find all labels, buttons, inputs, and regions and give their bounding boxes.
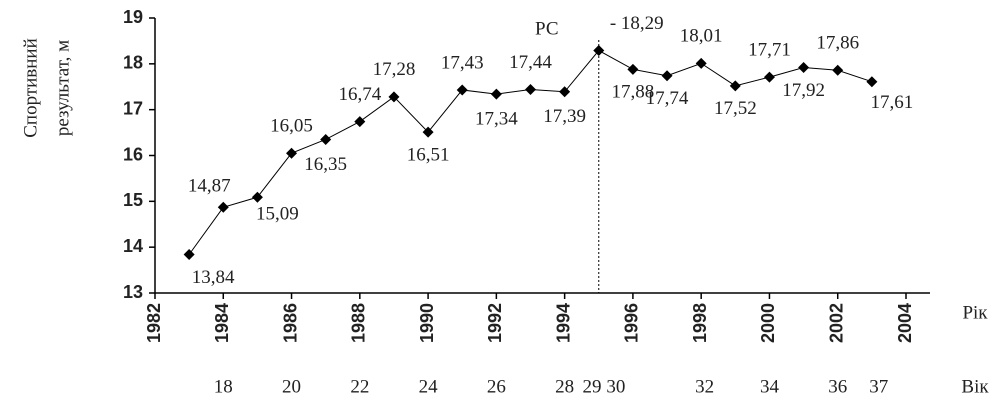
data-label: 17,43 xyxy=(441,52,484,73)
data-label: 17,61 xyxy=(870,92,913,113)
marker xyxy=(183,249,195,260)
age-tick-label: 32 xyxy=(695,376,714,397)
marker xyxy=(320,133,332,145)
y-tick-label: 19 xyxy=(123,7,143,27)
marker xyxy=(661,70,673,82)
x-tick-label: 2002 xyxy=(826,303,846,343)
data-label: 17,52 xyxy=(714,98,757,119)
x-axis-label: Рік xyxy=(962,302,988,323)
age-tick-label: 26 xyxy=(487,376,506,397)
age-tick-label: 24 xyxy=(419,376,439,397)
data-label: - 18,29 xyxy=(610,13,664,34)
x-tick-label: 2004 xyxy=(895,303,915,343)
data-label: 17,71 xyxy=(748,39,791,60)
data-label: 16,35 xyxy=(304,154,347,175)
y-tick-label: 18 xyxy=(123,53,143,73)
marker xyxy=(729,80,741,92)
marker xyxy=(286,147,298,159)
data-label: 16,51 xyxy=(407,144,450,165)
age-tick-label: 36 xyxy=(828,376,847,397)
age-tick-label: 22 xyxy=(350,376,369,397)
x-tick-label: 1984 xyxy=(212,303,232,343)
y-tick-label: 15 xyxy=(123,190,143,210)
x-tick-label: 1998 xyxy=(690,303,710,343)
age-tick-label: 20 xyxy=(282,376,301,397)
x-tick-label: 1992 xyxy=(485,303,505,343)
age-tick-label: 30 xyxy=(606,376,625,397)
y-axis-label: результат, м xyxy=(52,40,73,136)
data-label: 18,01 xyxy=(680,26,723,47)
marker xyxy=(251,191,263,203)
y-tick-label: 13 xyxy=(123,282,143,302)
data-label: 17,74 xyxy=(646,88,689,109)
marker xyxy=(695,57,707,69)
annotation: РС xyxy=(535,18,558,39)
marker xyxy=(354,116,366,128)
marker xyxy=(217,201,229,213)
x-tick-label: 1990 xyxy=(417,303,437,343)
y-axis-label: Спортивний xyxy=(20,38,41,138)
marker xyxy=(866,76,878,88)
data-label: 16,74 xyxy=(338,84,381,105)
age-tick-label: 29 xyxy=(582,376,601,397)
data-label: 14,87 xyxy=(188,176,231,197)
data-label: 17,92 xyxy=(782,80,825,101)
data-label: 17,86 xyxy=(816,33,859,54)
x-tick-label: 1994 xyxy=(553,303,573,343)
y-tick-label: 16 xyxy=(123,144,143,164)
age-tick-label: 18 xyxy=(214,376,233,397)
marker xyxy=(525,84,536,95)
x-tick-label: 2000 xyxy=(758,303,778,343)
data-label: 13,84 xyxy=(192,267,235,288)
marker xyxy=(763,71,775,83)
data-label: 17,44 xyxy=(509,52,552,73)
x-tick-label: 1982 xyxy=(144,303,164,343)
x-tick-label: 1988 xyxy=(349,303,369,343)
age-tick-label: 34 xyxy=(760,376,780,397)
data-label: 17,88 xyxy=(612,82,655,103)
marker xyxy=(627,63,639,75)
age-axis-label: Вік xyxy=(961,376,989,397)
marker xyxy=(422,126,434,138)
data-label: 17,39 xyxy=(543,106,586,127)
marker xyxy=(388,91,400,103)
data-label: 16,05 xyxy=(270,116,313,137)
y-tick-label: 14 xyxy=(123,236,143,256)
marker xyxy=(798,62,810,73)
x-tick-label: 1986 xyxy=(280,303,300,343)
data-label: 15,09 xyxy=(256,204,299,225)
age-tick-label: 37 xyxy=(869,376,888,397)
marker xyxy=(490,88,502,100)
marker xyxy=(456,84,468,96)
x-tick-label: 1996 xyxy=(622,303,642,343)
data-label: 17,34 xyxy=(475,108,518,129)
age-tick-label: 28 xyxy=(555,376,574,397)
marker xyxy=(832,64,844,76)
data-label: 17,28 xyxy=(373,59,416,80)
marker xyxy=(559,86,571,98)
marker xyxy=(593,45,605,57)
y-tick-label: 17 xyxy=(123,98,143,118)
